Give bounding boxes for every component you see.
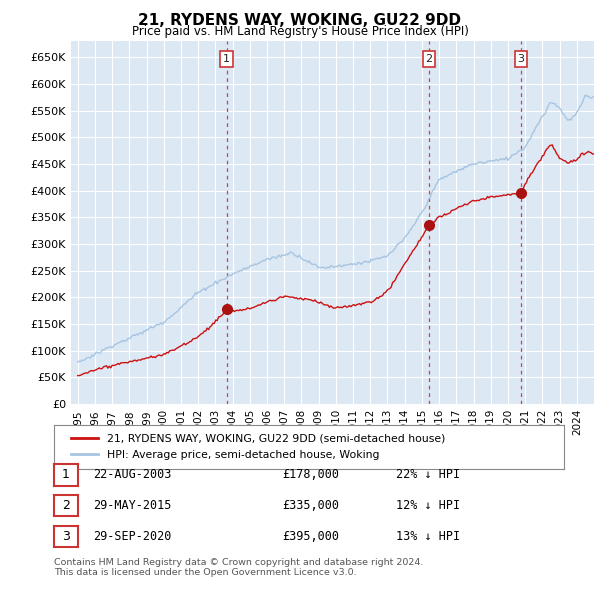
Text: 2: 2 [425, 54, 433, 64]
Text: Contains HM Land Registry data © Crown copyright and database right 2024.
This d: Contains HM Land Registry data © Crown c… [54, 558, 424, 577]
Legend: 21, RYDENS WAY, WOKING, GU22 9DD (semi-detached house), HPI: Average price, semi: 21, RYDENS WAY, WOKING, GU22 9DD (semi-d… [65, 427, 452, 467]
Text: 3: 3 [62, 530, 70, 543]
Text: 29-MAY-2015: 29-MAY-2015 [93, 499, 172, 512]
Text: 22% ↓ HPI: 22% ↓ HPI [396, 468, 460, 481]
Text: 22-AUG-2003: 22-AUG-2003 [93, 468, 172, 481]
Text: £335,000: £335,000 [282, 499, 339, 512]
Text: 21, RYDENS WAY, WOKING, GU22 9DD: 21, RYDENS WAY, WOKING, GU22 9DD [139, 13, 461, 28]
Text: 2: 2 [62, 499, 70, 512]
Text: 1: 1 [62, 468, 70, 481]
Text: Price paid vs. HM Land Registry's House Price Index (HPI): Price paid vs. HM Land Registry's House … [131, 25, 469, 38]
Text: 13% ↓ HPI: 13% ↓ HPI [396, 530, 460, 543]
Text: 3: 3 [517, 54, 524, 64]
Text: £178,000: £178,000 [282, 468, 339, 481]
Text: 1: 1 [223, 54, 230, 64]
Text: 12% ↓ HPI: 12% ↓ HPI [396, 499, 460, 512]
Text: £395,000: £395,000 [282, 530, 339, 543]
Text: 29-SEP-2020: 29-SEP-2020 [93, 530, 172, 543]
